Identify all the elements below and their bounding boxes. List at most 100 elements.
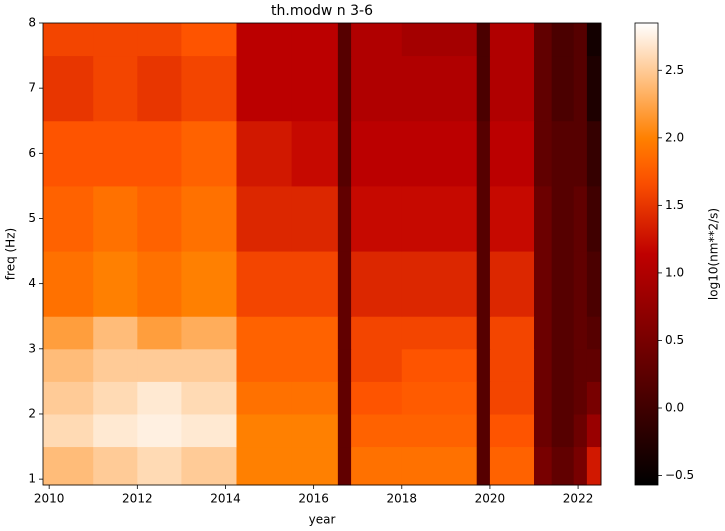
heatmap-cell — [236, 55, 293, 122]
heatmap-cell — [93, 185, 138, 252]
y-tick-label: 1 — [28, 472, 36, 486]
heatmap-cell — [551, 55, 575, 122]
heatmap-cell — [181, 381, 237, 415]
y-tick-label: 7 — [28, 81, 36, 95]
heatmap-cell — [93, 55, 138, 122]
heatmap-cell — [551, 381, 575, 415]
heatmap-cell — [551, 446, 575, 486]
heatmap-cell — [489, 120, 535, 187]
heatmap-cell — [291, 348, 339, 382]
heatmap-cell — [137, 316, 182, 350]
heatmap-cell — [401, 381, 478, 415]
x-tick-label: 2016 — [298, 492, 329, 506]
heatmap-cell — [476, 381, 491, 415]
y-tick-label: 8 — [28, 16, 36, 30]
heatmap-cell — [181, 413, 237, 448]
heatmap-cell — [573, 381, 588, 415]
heatmap-cell — [534, 251, 553, 317]
heatmap-cell — [573, 251, 588, 317]
heatmap-cell — [236, 348, 293, 382]
heatmap-cell — [337, 23, 352, 57]
heatmap-cell — [181, 185, 237, 252]
heatmap-cell — [93, 381, 138, 415]
heatmap-cell — [337, 185, 352, 252]
heatmap-cell — [551, 348, 575, 382]
heatmap-cell — [291, 23, 339, 57]
heatmap-cell — [586, 185, 602, 252]
heatmap-cell — [551, 413, 575, 448]
heatmap-cell — [489, 348, 535, 382]
heatmap-cell — [93, 446, 138, 486]
heatmap-cell — [573, 413, 588, 448]
colorbar-tick-label: 1.0 — [665, 265, 684, 279]
heatmap-cell — [534, 413, 553, 448]
heatmap-cell — [401, 55, 478, 122]
heatmap-cell — [586, 23, 602, 57]
x-tick-label: 2010 — [34, 492, 65, 506]
heatmap-cell — [476, 348, 491, 382]
x-tick-label: 2020 — [475, 492, 506, 506]
heatmap-cell — [181, 120, 237, 187]
heatmap-cell — [476, 185, 491, 252]
heatmap-cell — [93, 348, 138, 382]
x-tick-label: 2018 — [387, 492, 418, 506]
heatmap-cell — [181, 55, 237, 122]
heatmap-cell — [489, 413, 535, 448]
heatmap-cell — [351, 348, 403, 382]
heatmap-cell — [401, 120, 478, 187]
heatmap-cell — [401, 185, 478, 252]
heatmap-cell — [586, 413, 602, 448]
heatmap-cell — [573, 348, 588, 382]
heatmap-cell — [573, 55, 588, 122]
y-tick-label: 3 — [28, 341, 36, 355]
colorbar — [634, 22, 659, 486]
heatmap-cell — [351, 251, 403, 317]
heatmap-cell — [586, 316, 602, 350]
y-tick-label: 5 — [28, 211, 36, 225]
heatmap-cell — [534, 23, 553, 57]
heatmap-cell — [586, 251, 602, 317]
heatmap-cell — [573, 316, 588, 350]
heatmap-cell — [137, 23, 182, 57]
heatmap-cell — [43, 120, 94, 187]
heatmap-cell — [337, 251, 352, 317]
heatmap-cell — [181, 446, 237, 486]
heatmap-cell — [236, 23, 293, 57]
heatmap-cell — [551, 23, 575, 57]
heatmap-cell — [401, 413, 478, 448]
x-tick-label: 2012 — [122, 492, 153, 506]
heatmap-cell — [43, 55, 94, 122]
heatmap-cell — [534, 316, 553, 350]
heatmap-cell — [137, 185, 182, 252]
heatmap-cell — [181, 251, 237, 317]
heatmap-cell — [137, 348, 182, 382]
heatmap-cell — [401, 251, 478, 317]
x-axis-label: year — [309, 513, 336, 527]
heatmap-cell — [93, 120, 138, 187]
heatmap-cell — [351, 23, 403, 57]
heatmap-cell — [586, 120, 602, 187]
heatmap-cell — [586, 348, 602, 382]
plot-frame — [42, 22, 602, 486]
heatmap-cell — [236, 120, 293, 187]
heatmap-cell — [337, 446, 352, 486]
heatmap-cell — [236, 446, 293, 486]
heatmap-cell — [137, 381, 182, 415]
heatmap-cell — [401, 446, 478, 486]
heatmap-cell — [586, 55, 602, 122]
y-tick-label: 4 — [28, 276, 36, 290]
heatmap-cell — [489, 23, 535, 57]
colorbar-tick-label: 2.0 — [665, 130, 684, 144]
heatmap-cell — [43, 316, 94, 350]
heatmap-cell — [291, 316, 339, 350]
heatmap-cell — [236, 185, 293, 252]
colorbar-tick-label: −0.5 — [665, 468, 694, 482]
heatmap-cell — [476, 413, 491, 448]
heatmap-cell — [586, 446, 602, 486]
heatmap-cell — [236, 316, 293, 350]
heatmap-cell — [137, 55, 182, 122]
heatmap-cell — [181, 316, 237, 350]
heatmap-cell — [337, 413, 352, 448]
heatmap-cell — [534, 185, 553, 252]
